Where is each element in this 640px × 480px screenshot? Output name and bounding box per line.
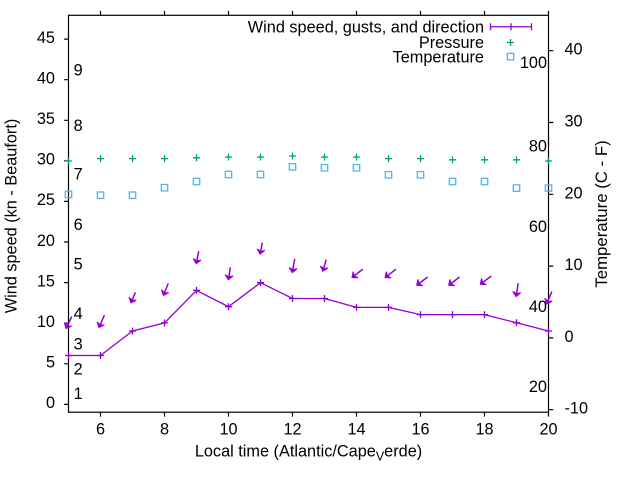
svg-text:14: 14 xyxy=(347,421,365,439)
svg-text:0: 0 xyxy=(46,394,55,412)
svg-text:5: 5 xyxy=(74,256,83,274)
svg-text:100: 100 xyxy=(520,54,547,72)
svg-text:20: 20 xyxy=(37,232,55,250)
svg-text:20: 20 xyxy=(539,421,557,439)
svg-text:-10: -10 xyxy=(565,400,589,418)
svg-text:40: 40 xyxy=(529,298,547,316)
svg-text:2: 2 xyxy=(74,361,83,379)
svg-text:30: 30 xyxy=(37,151,55,169)
svg-text:25: 25 xyxy=(37,191,55,209)
svg-text:Pressure: Pressure xyxy=(419,34,484,52)
svg-text:1: 1 xyxy=(74,385,83,403)
svg-text:Temperature (C - F): Temperature (C - F) xyxy=(592,140,611,287)
svg-text:7: 7 xyxy=(74,165,83,183)
svg-text:Local time (Atlantic/CapeVerde: Local time (Atlantic/CapeVerde) xyxy=(195,443,422,464)
svg-text:20: 20 xyxy=(529,378,547,396)
svg-text:4: 4 xyxy=(74,305,83,323)
svg-text:6: 6 xyxy=(96,421,105,439)
svg-text:15: 15 xyxy=(37,272,55,290)
svg-text:40: 40 xyxy=(37,70,55,88)
svg-text:0: 0 xyxy=(565,328,574,346)
svg-text:30: 30 xyxy=(565,113,583,131)
svg-text:18: 18 xyxy=(475,421,493,439)
svg-text:8: 8 xyxy=(160,421,169,439)
svg-text:5: 5 xyxy=(46,354,55,372)
svg-text:40: 40 xyxy=(565,41,583,59)
svg-text:8: 8 xyxy=(74,117,83,135)
svg-text:80: 80 xyxy=(529,137,547,155)
svg-text:10: 10 xyxy=(565,256,583,274)
svg-text:3: 3 xyxy=(74,336,83,354)
svg-text:20: 20 xyxy=(565,184,583,202)
svg-text:Wind speed (kn - Beaufort): Wind speed (kn - Beaufort) xyxy=(3,119,21,314)
svg-text:10: 10 xyxy=(37,313,55,331)
svg-text:12: 12 xyxy=(283,421,301,439)
svg-text:16: 16 xyxy=(411,421,429,439)
svg-text:10: 10 xyxy=(219,421,237,439)
svg-text:6: 6 xyxy=(74,216,83,234)
svg-text:35: 35 xyxy=(37,110,55,128)
svg-text:9: 9 xyxy=(74,62,83,80)
svg-text:45: 45 xyxy=(37,29,55,47)
svg-text:Wind speed, gusts, and directi: Wind speed, gusts, and direction xyxy=(248,19,484,37)
svg-text:60: 60 xyxy=(529,218,547,236)
svg-text:Temperature: Temperature xyxy=(393,48,484,66)
